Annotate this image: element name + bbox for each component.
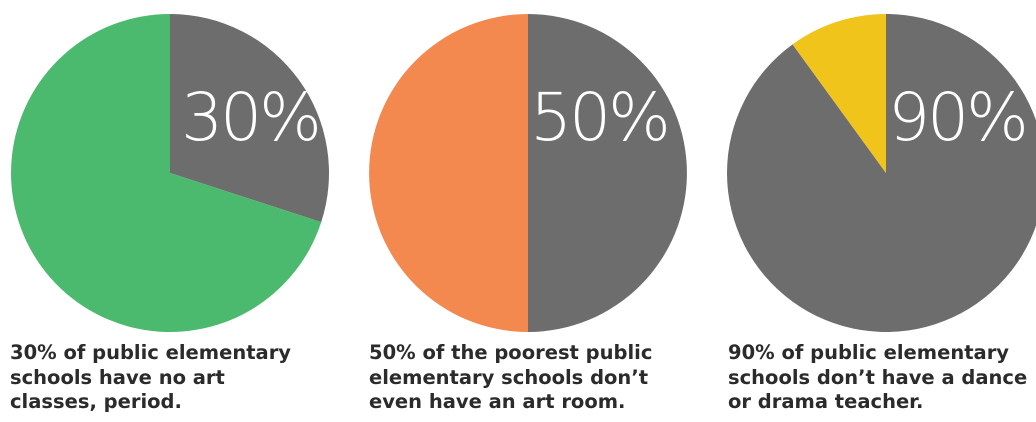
pie-value-label: 90% bbox=[888, 79, 1026, 156]
pie-chart-1: 30% bbox=[11, 14, 330, 332]
caption-line: even have an art room. bbox=[369, 390, 626, 413]
pie-slice-1 bbox=[528, 14, 687, 332]
pie-chart-caption-1: 30% of public elementary schools have no… bbox=[10, 341, 330, 415]
caption-line: 90% of public elementary bbox=[728, 341, 1010, 364]
pie-chart-panel-3: 90% 90% of public elementary schools don… bbox=[727, 0, 1036, 422]
pie-chart-panel-2: 50% 50% of the poorest public elementary… bbox=[369, 0, 699, 422]
pie-chart-caption-3: 90% of public elementary schools don’t h… bbox=[728, 341, 1036, 415]
pie-value-label: 50% bbox=[530, 79, 668, 156]
pie-chart-3: 90% bbox=[727, 14, 1036, 332]
caption-line: 50% of the poorest public bbox=[369, 341, 653, 364]
pie-chart-caption-2: 50% of the poorest public elementary sch… bbox=[369, 341, 689, 415]
caption-line: classes, period. bbox=[10, 390, 182, 413]
pie-slice-1 bbox=[170, 14, 330, 223]
caption-line: schools have no art bbox=[10, 365, 225, 389]
pie-slice-2 bbox=[11, 14, 322, 332]
caption-line: 30% of public elementary bbox=[10, 341, 292, 364]
pie-value-label: 30% bbox=[181, 79, 319, 156]
pie-slice-2 bbox=[369, 14, 528, 332]
caption-line: or drama teacher. bbox=[728, 390, 924, 413]
caption-line: schools don’t have a dance bbox=[728, 365, 1028, 389]
pie-chart-2: 50% bbox=[369, 14, 687, 332]
pie-chart-panel-1: 30% 30% of public elementary schools hav… bbox=[10, 0, 340, 422]
caption-line: elementary schools don’t bbox=[369, 365, 649, 389]
pie-slice-2 bbox=[792, 14, 886, 173]
pie-slice-1 bbox=[727, 14, 1036, 332]
